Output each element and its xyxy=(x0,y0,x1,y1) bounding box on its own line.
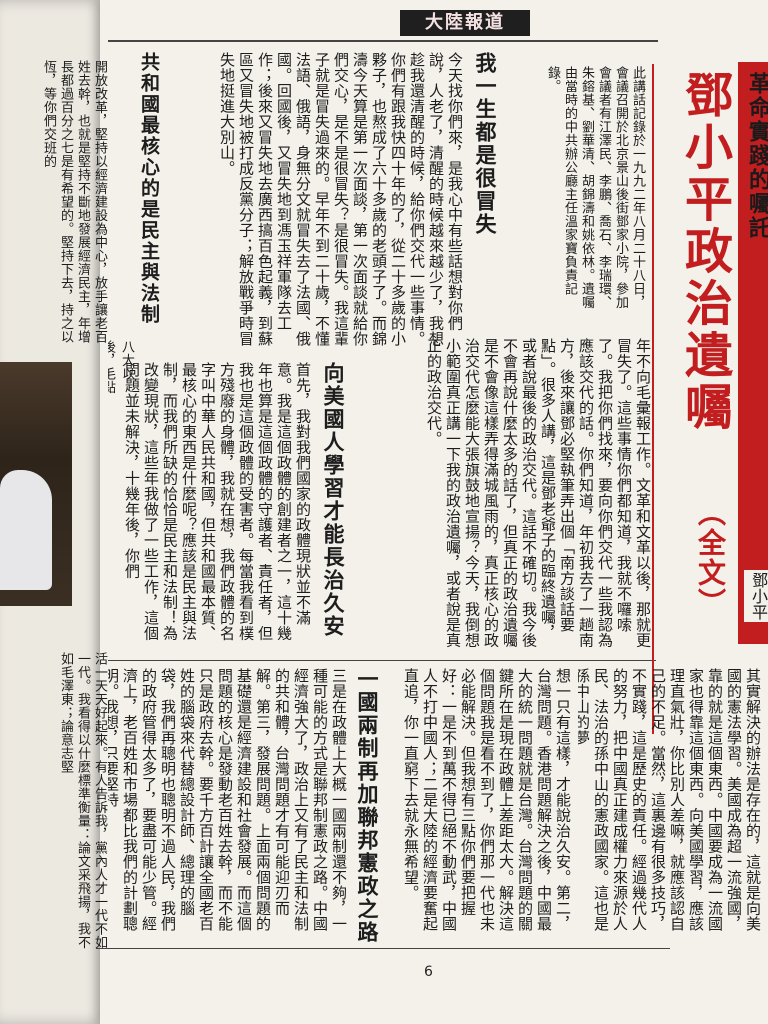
section-banner: 大陸報道 xyxy=(400,10,530,36)
page-number: 6 xyxy=(424,964,433,980)
body-column-3: 首先，我對我們國家的政體現狀並不滿意。我是這個政體的創建者之一，這十幾年也算是這… xyxy=(123,362,312,641)
section-heading-4: 共和國最核心的是民主與法制 xyxy=(138,52,160,325)
intro-note: 此講話記錄於一九九二年八月二十八日，會議召開於北京景山後街鄧家小院，參加會議者有… xyxy=(545,66,645,309)
bottom-rule xyxy=(96,948,670,949)
body-column-5: 三是在政體上大概一國兩制還不夠，一種可能的方式是聯邦制憲政之路。中國經濟強大了，… xyxy=(108,668,348,932)
photo-figure xyxy=(0,470,52,590)
top-rule xyxy=(108,40,658,42)
side-tab xyxy=(738,62,768,644)
side-caption: 鄧小平 xyxy=(744,570,768,622)
section-heading-3: 一國兩制再加聯邦憲政之路 xyxy=(355,668,379,944)
section-heading-1: 我一生都是很冒失 xyxy=(473,52,497,236)
left-page-column: 開放改革，堅持以經濟建設為中心，放手讓老百姓去幹，也就是堅持不斷地發展經濟民主，… xyxy=(41,60,107,344)
article-title: 鄧小平政治遺囑 xyxy=(676,70,732,434)
side-tab-text: 革命實踐的囑託 xyxy=(745,72,768,240)
article-subtitle: （全文） xyxy=(694,498,727,618)
body-column-2: 年不向毛彙報工作。文革和文革以後，那就更冒失了。這些事情你們都知道，我就不囉嗦了… xyxy=(425,338,652,648)
body-column-1: 今天找你們來，是我心中有些話想對你們說，人老了，清醒的時候越來越少了，我想趁我還… xyxy=(220,52,464,347)
main-page xyxy=(100,0,768,1024)
body-column-7: 八大以後，毛點我當總書記，我卻多 xyxy=(108,340,134,394)
left-page-column-lower: 活一天天好起來。有人告訴我，黨內人才一代不如一代。我看得以什麼標準衡量：論文采飛… xyxy=(58,652,107,949)
body-column-6: 其實解決的辦法是存在的，這就是向美國的憲法學習。美國成為超一流強國，靠的就是這個… xyxy=(578,668,762,932)
title-divider xyxy=(652,64,654,734)
middle-rule xyxy=(108,660,656,661)
section-heading-2: 向美國人學習才能長治久安 xyxy=(321,362,345,638)
body-column-4: 想一只有這樣，才能說治久安。第二，台灣問題。香港問題解決之後，中國最大的統一問題… xyxy=(402,668,572,932)
